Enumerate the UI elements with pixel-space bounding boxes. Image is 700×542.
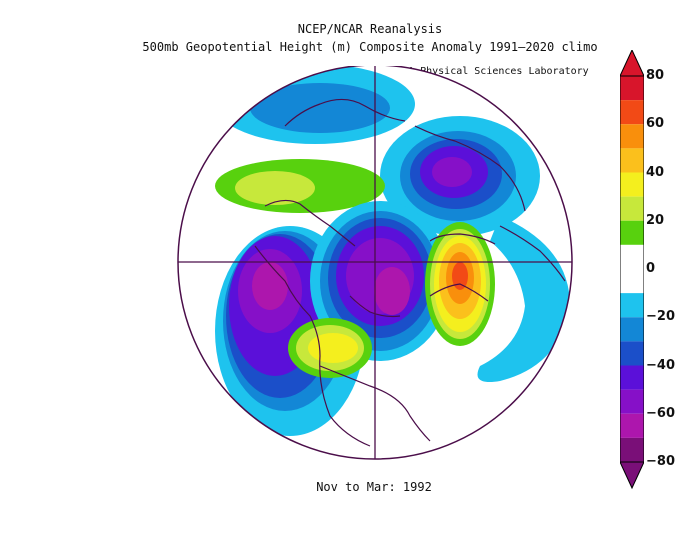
upper-left-positive-anomaly: [215, 159, 385, 213]
title-line-1: NCEP/NCAR Reanalysis: [297, 22, 443, 36]
colorbar-band: [620, 196, 644, 221]
colorbar-band: [620, 172, 644, 197]
tick-label: −20: [646, 309, 675, 325]
colorbar-band: [620, 76, 644, 101]
colorbar-band: [620, 293, 644, 318]
colorbar-band: [620, 124, 644, 149]
colorbar-band: [620, 437, 644, 462]
credit-label: NOAA Physical Sciences Laboratory: [390, 66, 589, 77]
anomaly-field: [178, 66, 572, 459]
colorbar-band: [620, 244, 644, 294]
tick-label: 20: [646, 212, 665, 228]
colorbar-band: [620, 220, 644, 245]
colorbar-band: [620, 413, 644, 438]
colorbar-top-arrow: [620, 50, 644, 77]
tick-label: −60: [646, 405, 675, 421]
title-line-2: 500mb Geopotential Height (m) Composite …: [142, 40, 598, 54]
colorbar-band: [620, 148, 644, 173]
lower-center-positive-anomaly: [288, 318, 372, 378]
anomaly-map: [177, 66, 573, 460]
colorbar-band: [620, 100, 644, 125]
colorbar-band: [620, 365, 644, 390]
colorbar-band: [620, 317, 644, 342]
tick-label: 80: [646, 68, 665, 83]
tick-label: 60: [646, 116, 665, 132]
colorbar-band: [620, 389, 644, 414]
top-negative-anomaly: [215, 66, 415, 144]
upper-right-negative-anomaly: [380, 116, 540, 236]
tick-label: −40: [646, 357, 675, 373]
tick-label: 40: [646, 164, 665, 180]
period-label: Nov to Mar: 1992: [316, 480, 432, 494]
tick-label: 0: [646, 261, 656, 276]
colorbar-band: [620, 341, 644, 366]
color-scale-bar: [620, 50, 644, 490]
coastlines: [254, 98, 566, 447]
tick-label: −80: [646, 454, 675, 469]
